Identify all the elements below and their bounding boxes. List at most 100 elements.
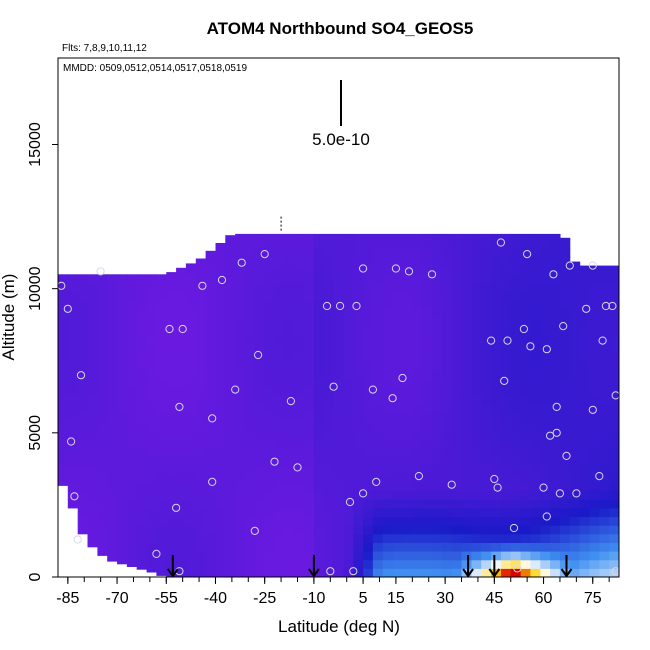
heat-cell [195, 395, 207, 405]
heat-cell [422, 326, 433, 336]
heat-cell [372, 300, 384, 310]
heat-cell [254, 282, 266, 293]
heat-cell [284, 386, 295, 396]
heat-cell [136, 369, 148, 379]
heat-cell [441, 481, 453, 492]
heat-cell [77, 317, 89, 327]
heat-cell [313, 447, 325, 457]
heat-cell [392, 404, 403, 414]
heat-cell [97, 473, 108, 483]
heat-cell [550, 343, 561, 353]
heat-cell [441, 317, 453, 327]
heat-cell [392, 447, 403, 457]
heat-cell [382, 430, 394, 440]
dates-label: MMDD: 0509,0512,0514,0517,0518,0519 [63, 63, 247, 74]
heat-cell [530, 464, 541, 474]
heat-cell [146, 481, 157, 492]
heat-cell [471, 559, 482, 569]
heat-cell [245, 430, 256, 440]
heat-cell [176, 291, 187, 301]
heat-cell [146, 533, 157, 543]
heat-cell [579, 343, 590, 353]
heat-cell [117, 533, 128, 543]
heat-cell [195, 343, 207, 353]
heat-cell [166, 395, 177, 405]
heat-cell [67, 447, 79, 457]
heat-cell [559, 507, 571, 518]
heat-cell [441, 404, 453, 414]
heat-cell [323, 533, 335, 543]
heat-cell [117, 317, 128, 327]
heat-cell [264, 282, 276, 293]
measurement-point [372, 477, 381, 486]
heat-cell [353, 473, 364, 483]
heat-cell [254, 421, 266, 431]
y-axis-label: Altitude (m) [0, 274, 18, 361]
heat-cell [353, 551, 364, 561]
heat-cell [146, 404, 157, 414]
heat-cell [550, 455, 561, 466]
heat-cell [136, 343, 148, 353]
heat-cell [550, 430, 561, 440]
heat-cell [500, 481, 512, 492]
heat-cell [343, 352, 354, 362]
heat-cell [264, 291, 276, 301]
heat-cell [530, 378, 541, 388]
heat-cell [58, 291, 69, 301]
heat-cell [215, 421, 226, 431]
heat-cell [412, 404, 423, 414]
heat-cell [559, 559, 571, 569]
heat-cell [412, 326, 423, 336]
heat-cell [402, 481, 413, 492]
heat-cell [609, 282, 619, 293]
heat-cell [333, 421, 344, 431]
heat-cell [136, 490, 148, 500]
heat-cell [294, 473, 305, 483]
heat-cell [294, 559, 305, 569]
heat-cell [609, 481, 619, 492]
heat-cell [510, 551, 522, 561]
heat-cell [235, 551, 246, 561]
heat-cell [225, 300, 236, 310]
heat-cell [205, 265, 216, 275]
heat-cell [205, 473, 216, 483]
heat-cell [441, 464, 453, 474]
heat-cell [304, 481, 315, 492]
heat-cell [432, 490, 443, 500]
heat-cell [382, 239, 394, 249]
heat-cell [510, 256, 522, 267]
heat-cell [589, 378, 600, 388]
heat-cell [274, 334, 285, 345]
heat-cell [294, 404, 305, 414]
heat-cell [274, 490, 285, 500]
measurement-point [270, 457, 279, 466]
heat-cell [284, 326, 295, 336]
heat-cell [166, 499, 177, 509]
heat-cell [245, 317, 256, 327]
heat-cell [559, 300, 571, 310]
measurement-point [490, 474, 499, 484]
heat-cell [491, 274, 502, 284]
heat-cell [550, 516, 561, 526]
heat-cell [461, 464, 472, 474]
heat-cell [294, 274, 305, 284]
heat-cell [264, 473, 276, 483]
x-tick-label: 30 [436, 590, 454, 607]
heat-cell [353, 455, 364, 466]
heat-cell [254, 481, 266, 492]
heat-cell [225, 317, 236, 327]
heat-cell [313, 352, 325, 362]
heat-cell [402, 421, 413, 431]
heat-cell [146, 326, 157, 336]
heat-cell [392, 317, 403, 327]
heat-cell [481, 360, 492, 370]
heat-cell [540, 369, 551, 379]
heat-cell [274, 525, 285, 535]
heat-cell [117, 412, 128, 422]
heat-cell [117, 490, 128, 500]
heat-cell [294, 360, 305, 370]
heat-cell [274, 430, 285, 440]
heat-cell [392, 395, 403, 405]
heat-cell [254, 499, 266, 509]
heat-cell [589, 395, 600, 405]
